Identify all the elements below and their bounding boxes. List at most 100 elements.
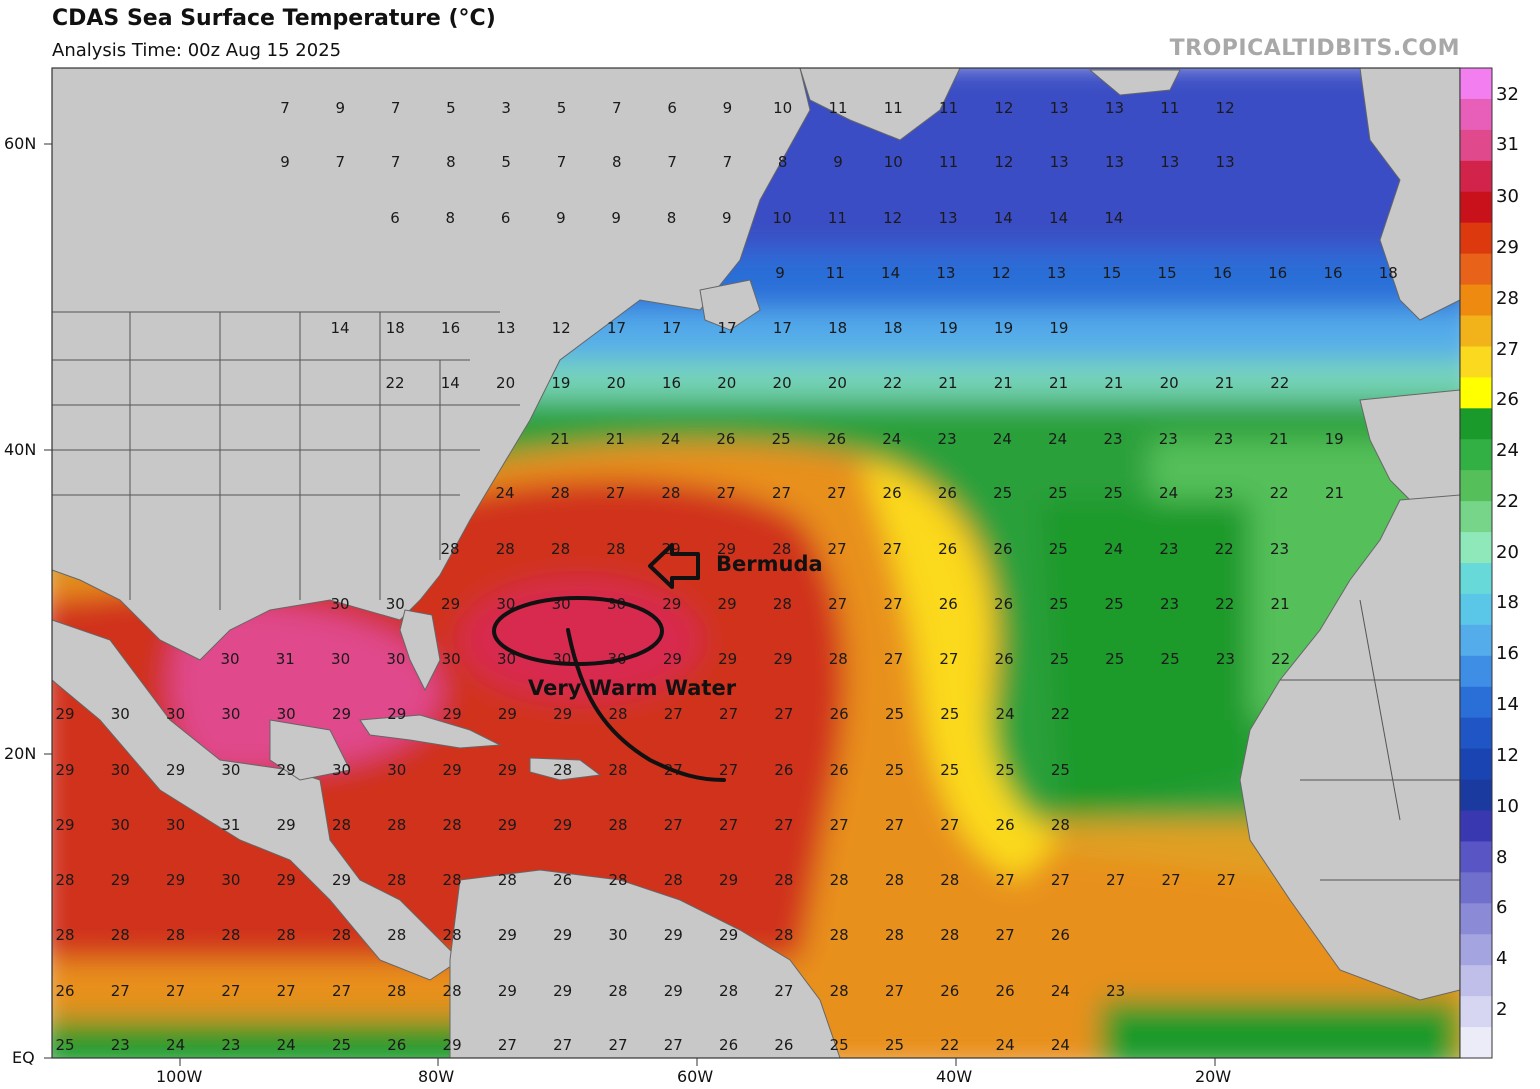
colorbar-label: 2 bbox=[1496, 999, 1508, 1020]
sst-value: 19 bbox=[1049, 319, 1068, 337]
sst-value: 31 bbox=[276, 650, 295, 668]
sst-value: 6 bbox=[390, 209, 400, 227]
sst-value: 28 bbox=[940, 926, 959, 944]
sst-value: 30 bbox=[608, 926, 627, 944]
sst-value: 27 bbox=[332, 982, 351, 1000]
colorbar-swatch bbox=[1460, 68, 1492, 100]
sst-value: 25 bbox=[940, 705, 959, 723]
sst-value: 26 bbox=[938, 484, 957, 502]
sst-value: 24 bbox=[996, 705, 1015, 723]
sst-value: 26 bbox=[938, 540, 957, 558]
sst-value: 21 bbox=[606, 430, 625, 448]
sst-value: 27 bbox=[606, 484, 625, 502]
sst-value: 17 bbox=[662, 319, 681, 337]
sst-value: 27 bbox=[884, 650, 903, 668]
sst-value: 30 bbox=[496, 595, 515, 613]
sst-value: 29 bbox=[166, 871, 185, 889]
sst-value: 8 bbox=[612, 153, 622, 171]
sst-value: 29 bbox=[441, 595, 460, 613]
sst-value: 29 bbox=[553, 982, 572, 1000]
sst-value: 27 bbox=[885, 982, 904, 1000]
sst-value: 7 bbox=[612, 99, 622, 117]
sst-value: 28 bbox=[608, 871, 627, 889]
sst-value: 28 bbox=[55, 871, 74, 889]
sst-value: 20 bbox=[607, 374, 626, 392]
sst-value: 29 bbox=[443, 1036, 462, 1054]
sst-value: 11 bbox=[828, 209, 847, 227]
sst-value: 14 bbox=[881, 264, 900, 282]
sst-value: 13 bbox=[1047, 264, 1066, 282]
sst-value: 10 bbox=[773, 209, 792, 227]
sst-value: 21 bbox=[938, 374, 957, 392]
sst-value: 29 bbox=[111, 871, 130, 889]
sst-value: 9 bbox=[833, 153, 843, 171]
sst-value: 30 bbox=[386, 595, 405, 613]
sst-value: 25 bbox=[1049, 540, 1068, 558]
sst-value: 28 bbox=[332, 926, 351, 944]
lat-label-60n: 60N bbox=[4, 134, 37, 153]
sst-value: 29 bbox=[553, 705, 572, 723]
sst-value: 22 bbox=[385, 374, 404, 392]
sst-value: 24 bbox=[661, 430, 680, 448]
sst-value: 19 bbox=[551, 374, 570, 392]
sst-value: 27 bbox=[664, 1036, 683, 1054]
sst-value: 13 bbox=[1216, 153, 1235, 171]
sst-value: 18 bbox=[1379, 264, 1398, 282]
sst-value: 7 bbox=[723, 153, 733, 171]
sst-value: 29 bbox=[55, 816, 74, 834]
borders bbox=[52, 311, 1460, 881]
colorbar-swatch bbox=[1460, 903, 1492, 935]
sst-value: 19 bbox=[994, 319, 1013, 337]
sst-value: 9 bbox=[336, 99, 346, 117]
colorbar-swatch bbox=[1460, 934, 1492, 966]
sst-value: 7 bbox=[391, 99, 401, 117]
lon-label-60w: 60W bbox=[677, 1067, 714, 1086]
sst-value: 23 bbox=[1270, 540, 1289, 558]
sst-value: 26 bbox=[883, 484, 902, 502]
sst-value: 12 bbox=[992, 264, 1011, 282]
sst-value: 25 bbox=[940, 761, 959, 779]
sst-value: 9 bbox=[611, 209, 621, 227]
sst-value: 27 bbox=[1161, 871, 1180, 889]
sst-value: 12 bbox=[883, 209, 902, 227]
sst-value: 29 bbox=[718, 595, 737, 613]
sst-value: 21 bbox=[1104, 374, 1123, 392]
brand-watermark: TROPICALTIDBITS.COM bbox=[1169, 36, 1460, 61]
lat-label-20n: 20N bbox=[4, 744, 37, 763]
sst-value: 16 bbox=[1213, 264, 1232, 282]
colorbar-label: 16 bbox=[1496, 643, 1519, 664]
sst-value: 7 bbox=[667, 153, 677, 171]
sst-value: 28 bbox=[885, 926, 904, 944]
sst-value: 25 bbox=[996, 761, 1015, 779]
sst-value: 3 bbox=[501, 99, 511, 117]
sst-value: 24 bbox=[166, 1036, 185, 1054]
colorbar bbox=[1460, 68, 1492, 1059]
sst-value: 27 bbox=[717, 484, 736, 502]
sst-value: 23 bbox=[938, 430, 957, 448]
colorbar-label: 27 bbox=[1496, 339, 1519, 360]
sst-value: 9 bbox=[722, 209, 732, 227]
sst-value: 29 bbox=[332, 871, 351, 889]
colorbar-swatch bbox=[1460, 346, 1492, 378]
colorbar-label: 26 bbox=[1496, 389, 1519, 410]
sst-value: 22 bbox=[1215, 595, 1234, 613]
colorbar-swatch bbox=[1460, 191, 1492, 224]
sst-value: 22 bbox=[1270, 484, 1289, 502]
bermuda-label: Bermuda bbox=[716, 552, 823, 576]
sst-value: 27 bbox=[277, 982, 296, 1000]
sst-value: 16 bbox=[1268, 264, 1287, 282]
colorbar-label: 8 bbox=[1496, 847, 1508, 868]
sst-value: 25 bbox=[772, 430, 791, 448]
lat-label-eq: EQ bbox=[12, 1048, 35, 1067]
lon-label-100w: 100W bbox=[156, 1067, 203, 1086]
lon-label-20w: 20W bbox=[1195, 1067, 1232, 1086]
sst-value: 26 bbox=[774, 1036, 793, 1054]
sst-value: 20 bbox=[717, 374, 736, 392]
sst-value: 13 bbox=[936, 264, 955, 282]
sst-value: 26 bbox=[55, 982, 74, 1000]
sst-value: 30 bbox=[442, 650, 461, 668]
sst-value: 13 bbox=[1050, 99, 1069, 117]
sst-value: 23 bbox=[1106, 982, 1125, 1000]
sst-value: 29 bbox=[166, 761, 185, 779]
sst-value: 28 bbox=[387, 871, 406, 889]
